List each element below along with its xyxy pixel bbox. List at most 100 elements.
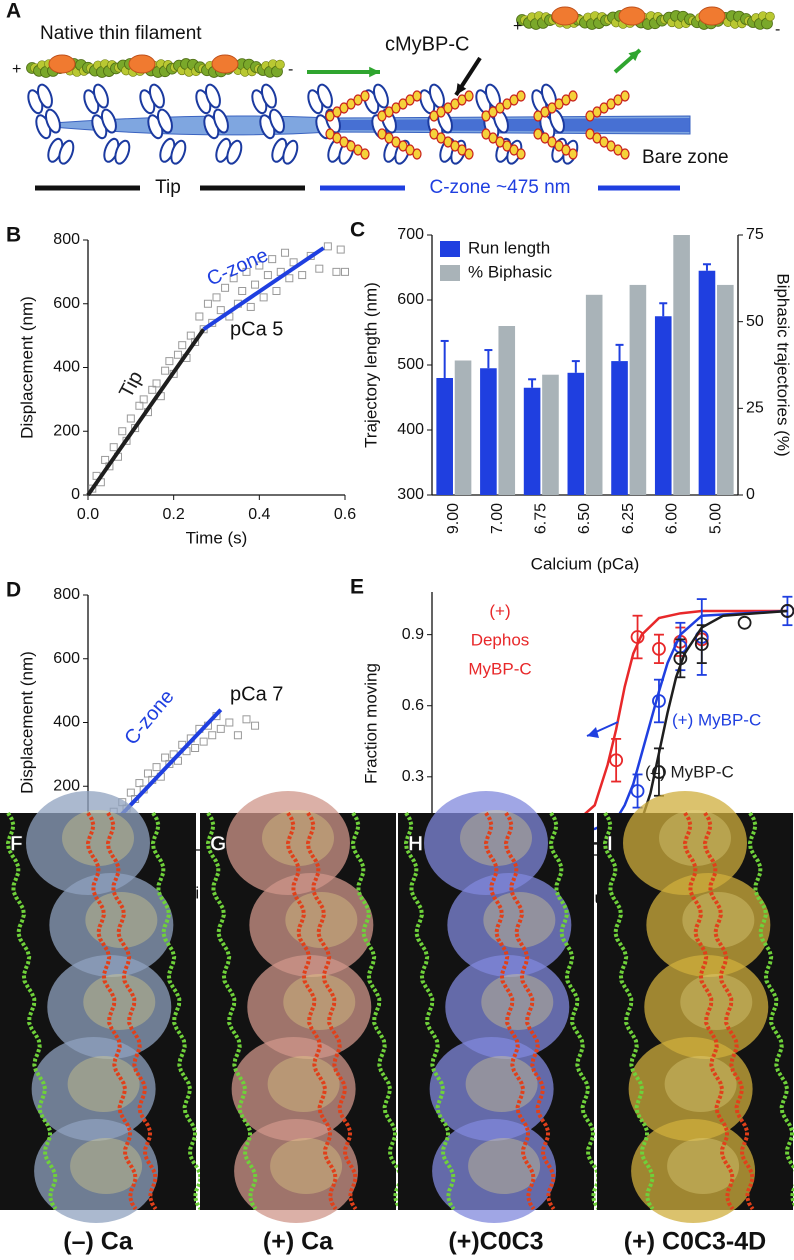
helix [747,811,794,1208]
point [332,267,341,276]
density-detail [664,1056,737,1112]
point [242,267,251,276]
y-tick-label: 400 [53,714,80,731]
polarity: - [288,61,293,78]
mybpc-domain [516,148,526,160]
legend-swatch [440,241,460,257]
helix [483,811,536,1211]
point [195,312,204,321]
myosin-head [47,137,75,165]
myosin-lobe [92,83,109,109]
mybpc-domain [568,148,578,160]
point [238,287,247,295]
density-lobe [249,873,374,977]
bar [654,316,672,495]
density-detail [262,810,334,866]
x-tick-label: 7.00 [489,503,506,534]
bar [454,360,472,495]
troponin [551,6,579,26]
legend-label: % Biphasic [468,262,553,281]
y-tick-label: 600 [397,291,424,308]
structure-image: H (+)C0C3 [398,791,601,1256]
legend-swatch [440,265,460,281]
bar [567,372,585,495]
myosin-head [27,83,53,115]
x-tick-label: 6.75 [533,503,550,534]
helix [150,811,203,1211]
panel-label: G [210,833,226,856]
actin-bead [275,59,285,70]
point [652,765,666,779]
y-tick-label: 0.9 [402,626,424,643]
point [246,302,255,311]
panel-label: A [6,0,21,23]
legend-label: Run length [468,238,550,257]
myosin-head [195,83,221,115]
helix [682,811,735,1211]
point [203,299,212,308]
y2-tick-label: 50 [746,313,764,330]
density-detail [659,810,731,866]
myosin-lobe [58,139,75,165]
series-label: (+) MyBP-C [672,710,761,729]
x-axis-label: Calcium (pCa) [531,554,640,573]
myosin-head [215,137,243,165]
image-caption: (+) Ca [263,1228,334,1256]
troponin [48,54,76,74]
y-tick-label: 700 [397,226,424,243]
myosin-lobe [156,108,173,134]
x-tick-label: 0.2 [163,506,185,523]
mybpc-domain [516,90,526,102]
x-tick-label: 5.00 [707,503,724,534]
troponin [618,6,646,26]
panel-label: E [350,576,364,599]
point [225,718,234,727]
myosin-head [83,83,109,115]
density-lobe [234,1119,359,1223]
y-tick-label: 200 [53,422,80,439]
polarity: - [775,21,780,38]
bar [698,270,716,495]
y-tick-label: 0.3 [402,768,424,785]
density-detail [283,974,356,1030]
point [216,724,225,733]
helix [548,811,601,1211]
y-tick-label: 0 [71,486,80,503]
bar [629,284,647,495]
point [212,293,221,302]
bar [542,374,559,495]
zone-label: Bare zone [642,147,729,168]
density-lobe [47,955,172,1059]
helix [105,811,158,1211]
pointer-arrow-head [456,83,467,95]
mybpc-domain [412,90,422,102]
point [259,293,268,302]
point [255,261,264,270]
y-tick-label: 800 [53,586,80,603]
mybpc-domain [568,90,578,102]
point [199,737,208,746]
y2-axis-label: Biphasic trajectories (%) [774,273,793,456]
panel-label: D [6,579,21,602]
annotation: pCa 5 [230,318,283,340]
myosin-lobe [100,108,117,134]
fit-line [202,246,325,331]
density-lobe [628,1037,753,1141]
bar [436,378,453,495]
y-tick-label: 600 [53,650,80,667]
zone-label: Tip [155,177,181,198]
density-lobe [34,1119,159,1223]
structure-image: I (+) C0C3-4D [597,791,794,1256]
transition-arrow-head [628,50,640,62]
point [323,242,332,251]
troponin [698,6,726,26]
filament-label: Native thin filament [40,23,202,44]
myosin-lobe [212,108,229,134]
myosin-head [159,137,187,165]
chart: B 0 200 400 600 800 0.0 0.2 0.4 0.6 Time (s) Displa… [6,224,356,548]
point [652,694,666,708]
point [251,280,260,289]
image-caption: (+)C0C3 [448,1228,543,1256]
y-axis-label: Displacement (nm) [17,651,36,794]
